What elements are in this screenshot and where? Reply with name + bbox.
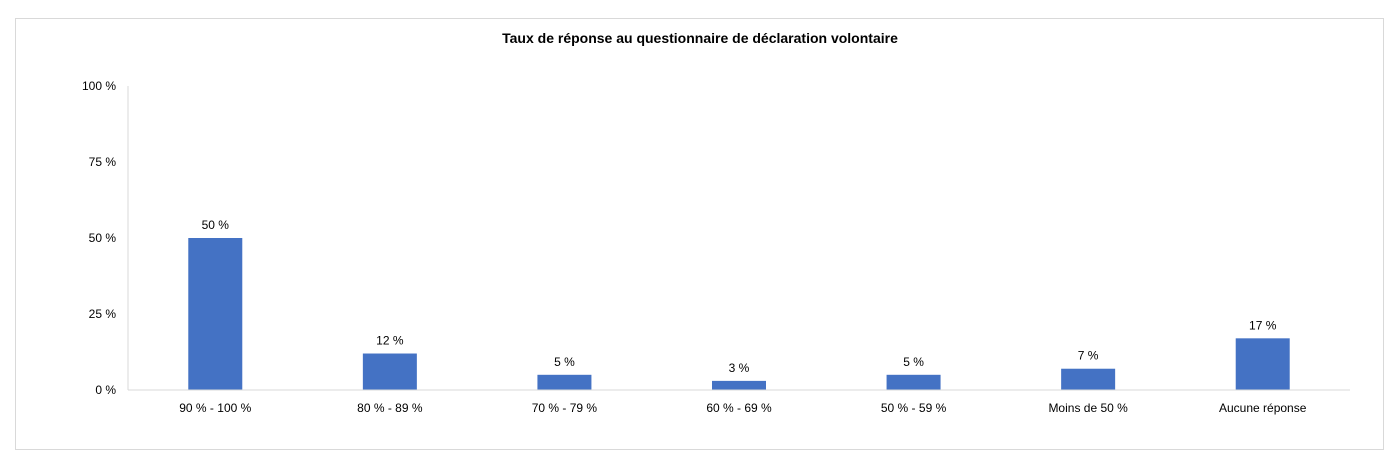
data-label: 17 % xyxy=(1249,318,1277,332)
data-labels: 50 % 12 % 5 % 3 % 5 % 7 % 17 % xyxy=(202,218,1277,375)
x-tick-label: 70 % - 79 % xyxy=(532,401,598,415)
bar xyxy=(537,374,592,390)
y-axis: 0 % 25 % 50 % 75 % 100 % xyxy=(82,79,129,397)
bar xyxy=(188,238,243,390)
data-label: 7 % xyxy=(1078,349,1099,363)
y-tick-label: 100 % xyxy=(82,79,116,93)
bar xyxy=(1235,338,1290,390)
data-label: 5 % xyxy=(903,355,924,369)
bar xyxy=(1061,368,1116,390)
chart-title: Taux de réponse au questionnaire de décl… xyxy=(502,30,898,46)
data-label: 50 % xyxy=(202,218,230,232)
bar xyxy=(886,374,941,390)
x-axis: 90 % - 100 % 80 % - 89 % 70 % - 79 % 60 % -… xyxy=(128,389,1350,415)
y-tick-label: 25 % xyxy=(89,307,117,321)
data-label: 3 % xyxy=(729,361,750,375)
y-tick-label: 75 % xyxy=(89,155,117,169)
y-tick-label: 0 % xyxy=(95,383,116,397)
x-tick-label: Aucune réponse xyxy=(1219,401,1307,415)
x-tick-label: 80 % - 89 % xyxy=(357,401,423,415)
data-label: 5 % xyxy=(554,355,575,369)
bars xyxy=(188,238,1290,390)
x-tick-label: Moins de 50 % xyxy=(1048,401,1128,415)
x-tick-label: 50 % - 59 % xyxy=(881,401,947,415)
chart-frame xyxy=(15,18,1384,450)
x-tick-label: 60 % - 69 % xyxy=(706,401,772,415)
bar xyxy=(712,380,766,390)
x-tick-label: 90 % - 100 % xyxy=(179,401,251,415)
data-label: 12 % xyxy=(376,334,404,348)
y-tick-label: 50 % xyxy=(89,231,117,245)
bar xyxy=(362,353,417,390)
